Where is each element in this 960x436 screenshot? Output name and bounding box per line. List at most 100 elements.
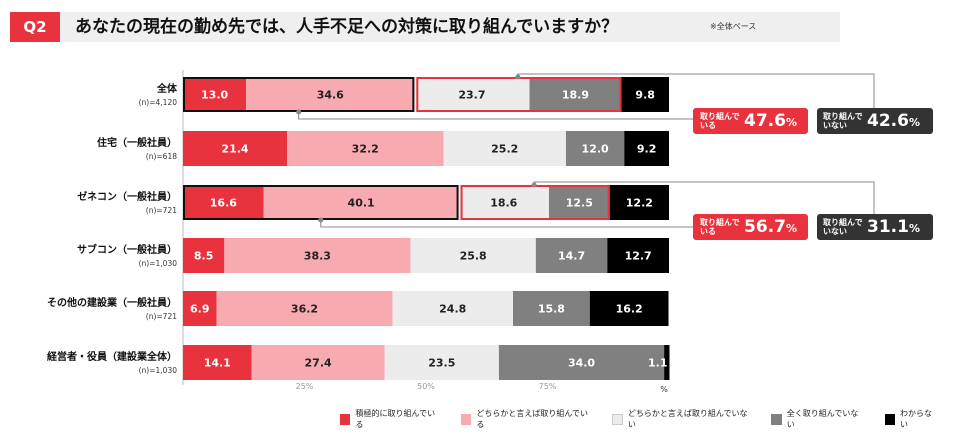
bar-value-label: 9.2 — [637, 143, 657, 156]
callout-not-doing-label: 取り組んでいない — [823, 112, 863, 130]
bar-value-label: 14.1 — [204, 357, 231, 370]
legend-item: どちらかと言えば取り組んでいない — [612, 408, 749, 430]
bar-value-label: 15.8 — [538, 303, 565, 316]
legend-label: 全く取り組んでいない — [786, 409, 859, 429]
bar-segment — [512, 291, 590, 326]
bar-segment — [392, 291, 513, 326]
bar-value-label: 27.4 — [305, 357, 332, 370]
bar-value-label: 12.5 — [566, 197, 593, 210]
bar-value-label: 12.2 — [626, 197, 653, 210]
category-n-label: (n)=721 — [146, 206, 177, 215]
callout-not-doing-value: 42.6% — [867, 111, 920, 131]
bar-value-label: 1.1 — [648, 357, 668, 370]
legend-swatch — [884, 413, 896, 425]
bar-segment — [183, 291, 217, 326]
callout-not-doing-label: 取り組んでいない — [823, 218, 863, 236]
x-axis-unit: % — [660, 385, 668, 394]
category-label: サブコン（一般社員） — [77, 243, 177, 256]
callout-doing-value: 47.6% — [744, 111, 797, 131]
legend-label: 積極的に取り組んでいる — [355, 409, 436, 429]
bar-value-label: 25.2 — [491, 143, 518, 156]
x-tick-label: 25% — [296, 382, 314, 391]
category-n-label: (n)=1,030 — [139, 259, 178, 268]
bar-value-label: 16.6 — [210, 197, 237, 210]
bar-segment — [183, 131, 288, 166]
bar-segment — [410, 238, 536, 273]
legend-item: 積極的に取り組んでいる — [340, 408, 439, 430]
bar-segment — [607, 238, 669, 273]
question-badge: Q2 — [10, 12, 60, 42]
category-n-label: (n)=4,120 — [139, 98, 178, 107]
callout-doing-overall: 取り組んでいる 47.6% — [693, 108, 808, 134]
bar-segment — [287, 131, 444, 166]
bar-value-label: 16.2 — [616, 303, 643, 316]
category-label: 経営者・役員（建設業全体） — [47, 350, 177, 363]
bar-segment — [183, 345, 252, 380]
bar-value-label: 18.9 — [562, 89, 589, 102]
category-label: ゼネコン（一般社員） — [77, 190, 177, 203]
bar-value-label: 14.7 — [558, 250, 585, 263]
connector-dot — [296, 109, 302, 115]
bar-segment — [621, 77, 669, 112]
bar-segment — [414, 77, 530, 112]
legend-item: どちらかと言えば取り組んでいる — [460, 408, 590, 430]
connector-dot — [531, 182, 537, 188]
bar-segment — [183, 77, 247, 112]
callout-doing-value: 56.7% — [744, 217, 797, 237]
bar-value-label: 6.9 — [190, 303, 210, 316]
legend-swatch — [460, 413, 472, 425]
bar-value-label: 13.0 — [201, 89, 228, 102]
connector-dot — [515, 74, 521, 80]
legend-swatch — [771, 413, 782, 425]
connector-line-positive — [298, 112, 751, 134]
category-n-label: (n)=721 — [146, 312, 177, 321]
category-n-label: (n)=1,030 — [139, 366, 178, 375]
bar-segment — [183, 238, 225, 273]
bar-segment — [624, 131, 669, 166]
callout-not-doing-value: 31.1% — [867, 217, 920, 237]
callout-not-doing-overall: 取り組んでいない 42.6% — [817, 108, 933, 134]
legend-label: わからない — [900, 409, 933, 429]
bar-segment — [183, 185, 264, 220]
bar-segment — [535, 238, 608, 273]
bar-segment — [548, 185, 610, 220]
bar-segment — [246, 77, 415, 112]
callout-doing-label: 取り組んでいる — [700, 112, 740, 130]
callout-doing-zenecon: 取り組んでいる 56.7% — [693, 214, 808, 240]
bar-value-label: 21.4 — [221, 143, 248, 156]
chart-legend: 積極的に取り組んでいる どちらかと言えば取り組んでいる どちらかと言えば取り組んでい… — [340, 409, 960, 429]
category-n-label: (n)=618 — [146, 152, 177, 161]
bar-segment — [565, 131, 625, 166]
bar-value-label: 9.8 — [635, 89, 655, 102]
bar-value-label: 38.3 — [304, 250, 331, 263]
bar-segment — [384, 345, 499, 380]
bar-segment — [609, 185, 669, 220]
bar-value-label: 12.7 — [625, 250, 652, 263]
category-label: その他の建設業（一般社員） — [47, 296, 177, 309]
bar-value-label: 8.5 — [194, 250, 214, 263]
x-tick-label: 75% — [539, 382, 557, 391]
legend-swatch — [612, 413, 623, 425]
bar-segment — [263, 185, 459, 220]
legend-swatch — [340, 413, 351, 425]
question-header: Q2 あなたの現在の勤め先では、人手不足への対策に取り組んでいますか？ ※全体ベ… — [10, 12, 840, 42]
bar-value-label: 24.8 — [439, 303, 466, 316]
bar-segment — [216, 291, 393, 326]
legend-item: 全く取り組んでいない — [771, 408, 862, 430]
x-tick-label: 50% — [417, 382, 435, 391]
bar-value-label: 25.8 — [460, 250, 487, 263]
bar-segment — [224, 238, 411, 273]
connector-line-positive — [320, 220, 751, 240]
bar-segment — [664, 345, 670, 380]
bar-segment — [589, 291, 669, 326]
connector-dot — [318, 217, 324, 223]
callout-doing-label: 取り組んでいる — [700, 218, 740, 236]
legend-label: どちらかと言えば取り組んでいない — [627, 409, 748, 429]
bar-value-label: 23.7 — [458, 89, 485, 102]
callout-not-doing-zenecon: 取り組んでいない 31.1% — [817, 214, 933, 240]
bar-value-label: 18.6 — [490, 197, 517, 210]
bar-value-label: 32.2 — [352, 143, 379, 156]
question-title: あなたの現在の勤め先では、人手不足への対策に取り組んでいますか？ — [75, 17, 619, 37]
base-note: ※全体ベース — [710, 22, 757, 31]
